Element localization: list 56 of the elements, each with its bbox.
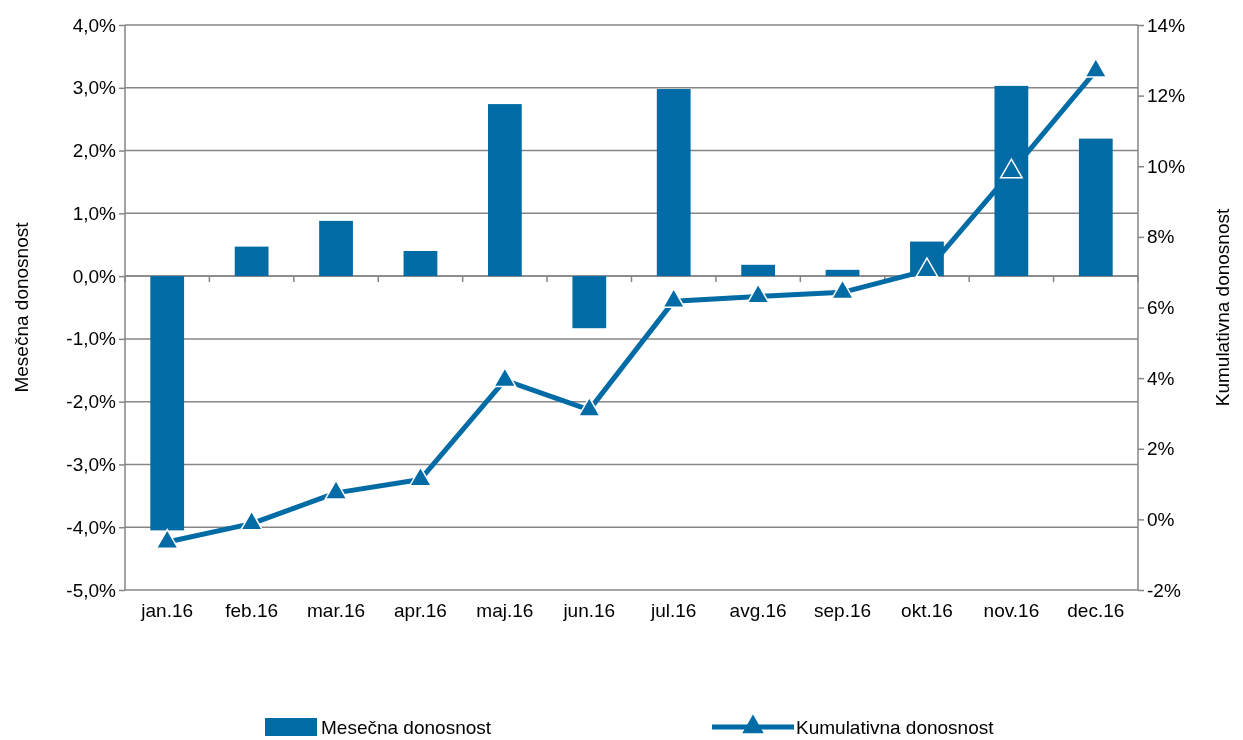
point <box>831 279 855 300</box>
bar <box>403 251 438 277</box>
x-tick-label: nov.16 <box>983 600 1040 622</box>
x-tick-label: avg.16 <box>729 600 787 622</box>
point <box>155 528 179 549</box>
bar <box>656 89 691 277</box>
y2-tick-label: 4% <box>1147 367 1175 389</box>
y-axis-title: Mesečna donosnost <box>11 221 32 393</box>
x-tick-label: sep.16 <box>814 600 872 622</box>
x-tick-label: feb.16 <box>225 600 279 622</box>
bar <box>487 104 522 277</box>
legend-label: Kumulativna donosnost <box>796 716 995 738</box>
x-tick-label: apr.16 <box>394 600 447 622</box>
y2-tick-label: 8% <box>1147 226 1175 248</box>
x-tick-label: maj.16 <box>476 600 534 622</box>
point <box>746 283 770 304</box>
y2-tick-label: 6% <box>1147 297 1175 319</box>
bar <box>994 85 1029 277</box>
point <box>577 396 601 417</box>
point <box>324 479 348 500</box>
x-tick-label: jun.16 <box>562 600 616 622</box>
y-tick-label: 4,0% <box>72 14 117 36</box>
x-tick-label: jul.16 <box>650 600 697 622</box>
y2-axis-title: Kumulativna donosnost <box>1212 208 1233 407</box>
y-tick-label: -1,0% <box>66 328 117 350</box>
point <box>408 466 432 487</box>
y2-tick-label: -2% <box>1147 579 1181 601</box>
x-tick-label: mar.16 <box>306 600 366 622</box>
y2-tick-label: 0% <box>1147 508 1175 530</box>
y2-tick-label: 14% <box>1147 14 1186 36</box>
bar <box>1078 138 1113 277</box>
y-tick-label: -4,0% <box>66 516 117 538</box>
x-tick-label: jan.16 <box>140 600 194 622</box>
y-tick-label: 0,0% <box>72 265 117 287</box>
legend-label: Mesečna donosnost <box>321 716 492 738</box>
bar <box>825 269 860 277</box>
y-tick-label: -2,0% <box>66 391 117 413</box>
bar <box>234 246 269 277</box>
y-tick-label: 3,0% <box>72 77 117 99</box>
point <box>1084 57 1108 78</box>
y-tick-label: -5,0% <box>66 579 117 601</box>
point <box>240 510 264 531</box>
point <box>662 287 686 309</box>
point <box>493 367 517 388</box>
y2-tick-label: 10% <box>1147 155 1186 177</box>
x-tick-label: dec.16 <box>1067 600 1125 622</box>
y-tick-label: 2,0% <box>72 140 117 162</box>
y-tick-label: 1,0% <box>72 202 117 224</box>
y-tick-label: -3,0% <box>66 454 117 476</box>
y2-tick-label: 12% <box>1147 85 1186 107</box>
x-tick-label: okt.16 <box>901 600 953 622</box>
bar <box>572 276 607 329</box>
bar <box>319 220 353 277</box>
point <box>999 158 1023 179</box>
y2-tick-label: 2% <box>1147 438 1175 460</box>
bar <box>741 264 776 277</box>
